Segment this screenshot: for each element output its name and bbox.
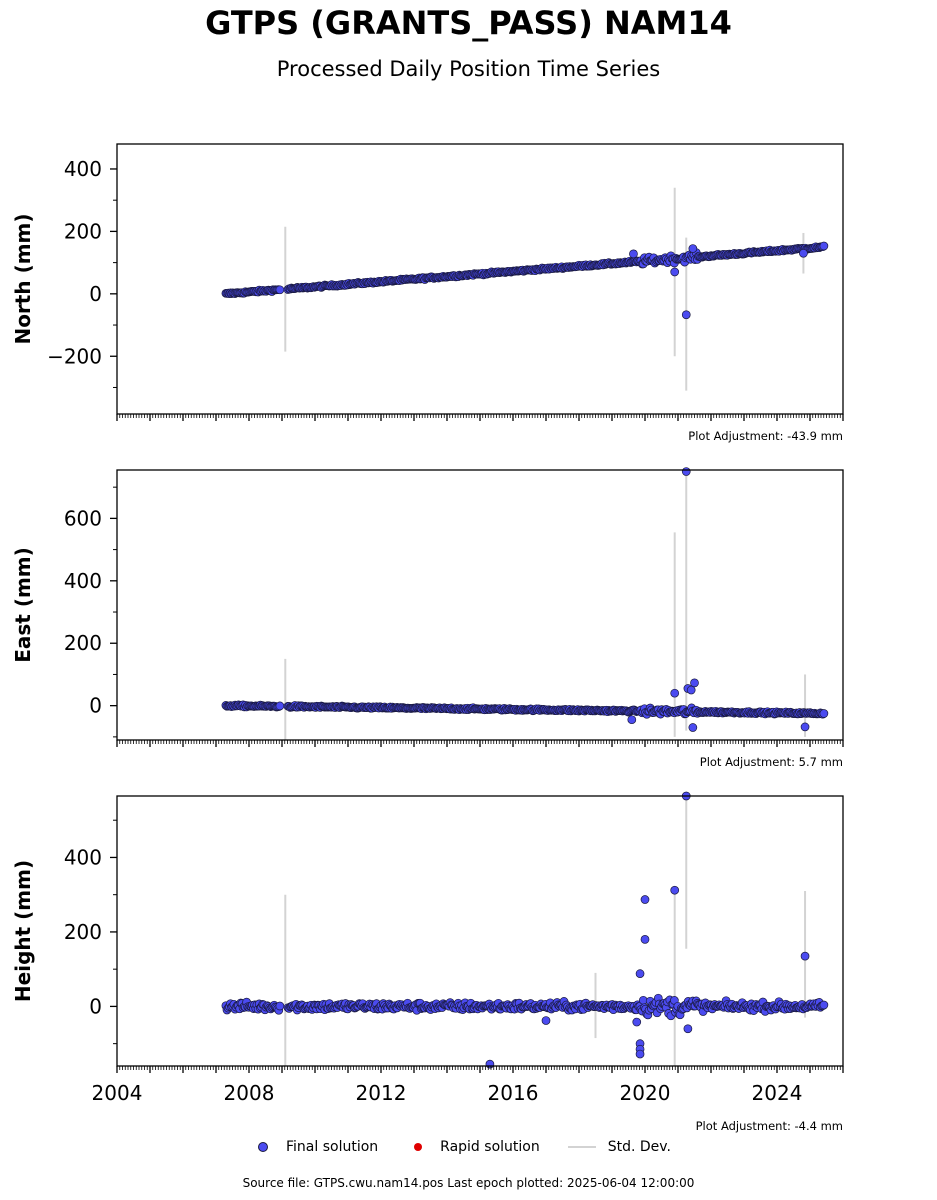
x-tick-label: 2024 <box>752 1081 803 1105</box>
y-tick-label: 200 <box>64 219 102 243</box>
x-tick-label: 2012 <box>356 1081 407 1105</box>
y-tick-label: −200 <box>47 344 102 368</box>
final-solution-point <box>485 1059 495 1069</box>
final-solution-point <box>275 1001 285 1011</box>
y-axis-label: Height (mm) <box>11 860 35 1002</box>
final-solution-point <box>275 701 285 711</box>
std-dev-line-icon <box>567 1146 596 1148</box>
plot-frame <box>116 143 844 415</box>
final-solution-point <box>800 951 810 961</box>
final-solution-point <box>275 285 285 295</box>
x-tick-label: 2004 <box>92 1081 143 1105</box>
legend-item-std: Std. Dev. <box>567 1139 671 1155</box>
legend-item-final: Final solution <box>250 1139 378 1155</box>
plot-adjustment-label: Plot Adjustment: -4.4 mm <box>696 1119 843 1133</box>
x-tick-label: 2008 <box>224 1081 275 1105</box>
final-solution-point <box>690 678 699 688</box>
final-solution-point <box>640 935 650 944</box>
final-solution-point <box>683 1024 693 1034</box>
legend-item-rapid: Rapid solution <box>406 1139 540 1155</box>
chart-title: GTPS (GRANTS_PASS) NAM14 <box>205 4 732 42</box>
final-solution-point <box>670 688 680 698</box>
y-tick-label: 600 <box>64 506 102 530</box>
x-tick-label: 2016 <box>488 1081 539 1105</box>
y-tick-label: 200 <box>64 631 102 655</box>
legend: Final solution Rapid solution Std. Dev. <box>250 1137 699 1157</box>
final-solution-point <box>688 244 698 253</box>
plot-frame <box>116 469 844 741</box>
y-tick-label: 200 <box>64 920 102 944</box>
y-tick-label: 0 <box>89 994 102 1018</box>
y-tick-label: 400 <box>64 569 102 593</box>
final-solution-point <box>686 685 696 695</box>
legend-label-rapid: Rapid solution <box>440 1139 540 1155</box>
final-solution-point <box>819 709 829 718</box>
plot-adjustment-label: Plot Adjustment: 5.7 mm <box>700 755 843 769</box>
chart-subtitle: Processed Daily Position Time Series <box>276 57 661 81</box>
legend-label-final: Final solution <box>286 1139 379 1155</box>
final-solution-point <box>819 241 829 251</box>
final-solution-point <box>681 310 691 320</box>
y-tick-label: 0 <box>89 282 102 306</box>
y-tick-label: 400 <box>64 157 102 181</box>
plot-adjustment-label: Plot Adjustment: -43.9 mm <box>688 429 843 443</box>
final-solution-point <box>819 1000 829 1010</box>
source-footer: Source file: GTPS.cwu.nam14.pos Last epo… <box>242 1176 695 1190</box>
x-tick-label: 2020 <box>620 1081 671 1105</box>
plot-frame <box>116 795 844 1067</box>
final-solution-point <box>670 267 680 277</box>
final-solution-point <box>640 895 650 904</box>
final-solution-point <box>541 1016 551 1025</box>
legend-label-std: Std. Dev. <box>607 1139 671 1155</box>
final-solution-point <box>799 248 808 258</box>
final-solution-point <box>629 249 638 259</box>
final-solution-point <box>635 1049 645 1059</box>
final-solution-point <box>627 715 637 725</box>
final-solution-point <box>681 467 691 476</box>
y-axis-label: East (mm) <box>11 547 35 663</box>
final-solution-point <box>688 723 698 732</box>
y-tick-label: 0 <box>89 694 102 718</box>
final-solution-point <box>635 969 645 978</box>
final-solution-point <box>632 1017 642 1027</box>
final-solution-point <box>800 722 810 732</box>
y-axis-label: North (mm) <box>11 213 35 344</box>
rapid-solution-marker-icon <box>414 1143 423 1151</box>
final-solution-marker-icon <box>258 1142 268 1152</box>
y-tick-label: 400 <box>64 845 102 869</box>
final-solution-point <box>670 885 680 895</box>
